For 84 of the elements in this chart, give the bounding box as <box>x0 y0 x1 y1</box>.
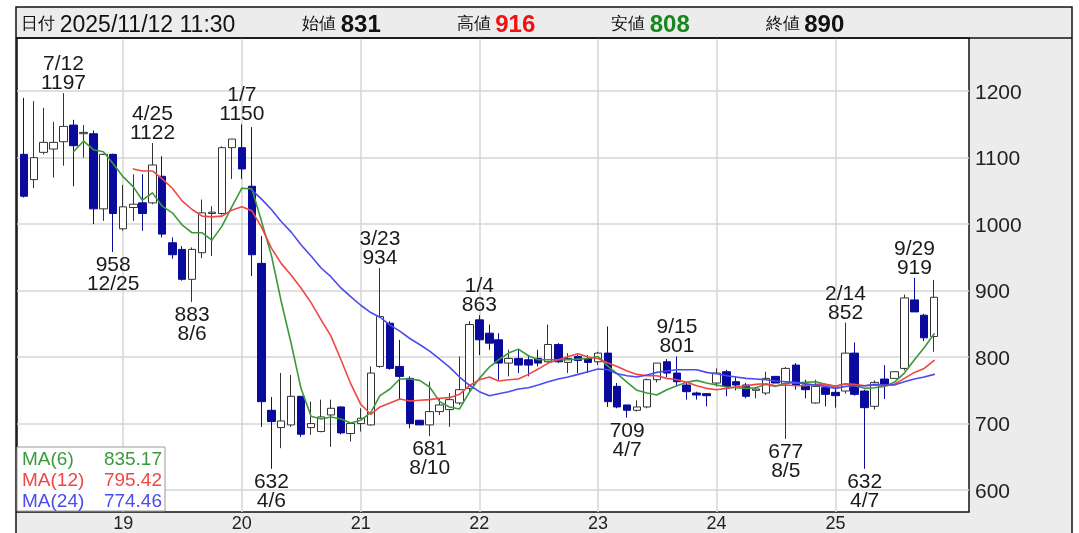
candlestick <box>841 322 850 395</box>
candlestick <box>890 371 899 379</box>
annotation: 2/14 852 <box>825 280 867 323</box>
annotation: 3/23 934 <box>359 226 401 269</box>
candlestick <box>119 184 127 232</box>
x-tick-label: 20 <box>231 513 252 533</box>
annotation: 709 4/7 <box>609 417 645 460</box>
candlestick <box>277 372 285 449</box>
annotation: 632 4/6 <box>253 468 289 511</box>
text: 高値 916 <box>456 10 536 37</box>
text: MA(12) 795.42 <box>22 469 162 490</box>
annotation: 958 12/25 <box>86 252 140 295</box>
candlestick <box>267 396 276 470</box>
text: MA(24) 774.46 <box>22 490 162 511</box>
annotation: 7/12 1197 <box>40 51 87 94</box>
candlestick <box>811 379 820 405</box>
annotation: 9/29 919 <box>893 235 935 278</box>
annotation: 632 4/7 <box>847 468 883 511</box>
line-series <box>72 140 936 424</box>
candlestick <box>307 401 315 436</box>
candlestick <box>109 153 117 253</box>
candlestick <box>504 349 513 377</box>
annotation: 9/15 801 <box>656 314 698 357</box>
candlestick <box>208 205 216 257</box>
candlestick <box>337 405 345 435</box>
line-series <box>251 189 936 397</box>
annotation: 677 8/5 <box>768 438 804 481</box>
candlestick <box>79 124 88 159</box>
candlestick <box>89 129 98 225</box>
y-tick-label: 600 <box>975 478 1011 502</box>
candlestick <box>248 126 256 277</box>
x-tick-label: 19 <box>113 513 134 533</box>
y-tick-label: 1200 <box>975 79 1022 103</box>
chart-title: 日付 2025/11/12 11:30 <box>21 10 236 37</box>
annotation: 1/4 863 <box>461 273 497 316</box>
candlestick <box>129 173 138 222</box>
candlestick <box>297 395 305 438</box>
candlestick <box>633 399 641 413</box>
candlestick <box>138 173 147 232</box>
y-tick-label: 1100 <box>975 146 1021 170</box>
annotation: 1/7 1150 <box>219 82 265 125</box>
candlestick <box>158 155 166 238</box>
candlestick <box>59 92 68 167</box>
candlestick <box>465 320 474 394</box>
candlestick <box>218 145 226 216</box>
x-tick-label: 25 <box>825 513 846 533</box>
text: MA(6) 835.17 <box>22 448 162 469</box>
candlestick <box>69 119 78 187</box>
candlestick <box>900 294 909 371</box>
x-tick-label: 22 <box>469 513 490 533</box>
y-tick-label: 800 <box>975 345 1011 369</box>
annotation: 4/25 1122 <box>129 101 176 144</box>
y-tick-label: 1000 <box>975 212 1022 236</box>
candlestick <box>643 377 651 409</box>
candlestick <box>228 138 236 180</box>
candlestick <box>623 404 631 419</box>
candlestick <box>682 382 691 401</box>
candlestick <box>327 399 335 448</box>
candlestick <box>99 153 108 222</box>
candlestick <box>930 279 938 353</box>
candlestick <box>287 374 295 428</box>
candlestick <box>752 386 760 399</box>
text: 終値 890 <box>764 10 845 37</box>
candlestick <box>920 313 928 342</box>
candlestick <box>198 199 206 259</box>
text: 安値 808 <box>611 10 690 37</box>
x-tick-label: 23 <box>587 513 608 533</box>
y-tick-label: 900 <box>975 279 1011 303</box>
candlestick <box>257 235 266 428</box>
text: 始値 831 <box>302 10 381 37</box>
candlestick <box>238 123 246 180</box>
candlestick <box>188 246 196 303</box>
annotation: 883 8/6 <box>174 301 210 344</box>
annotation: 681 8/10 <box>409 436 451 479</box>
candlestick <box>376 267 384 369</box>
candlestick <box>30 100 38 189</box>
candlestick <box>367 365 375 427</box>
y-tick-label: 700 <box>975 412 1011 436</box>
candlestick <box>317 399 325 433</box>
candlestick <box>20 97 28 199</box>
candlestick <box>910 277 919 313</box>
candlestick <box>346 422 355 443</box>
x-tick-label: 24 <box>706 513 727 533</box>
x-tick-label: 21 <box>350 513 371 533</box>
